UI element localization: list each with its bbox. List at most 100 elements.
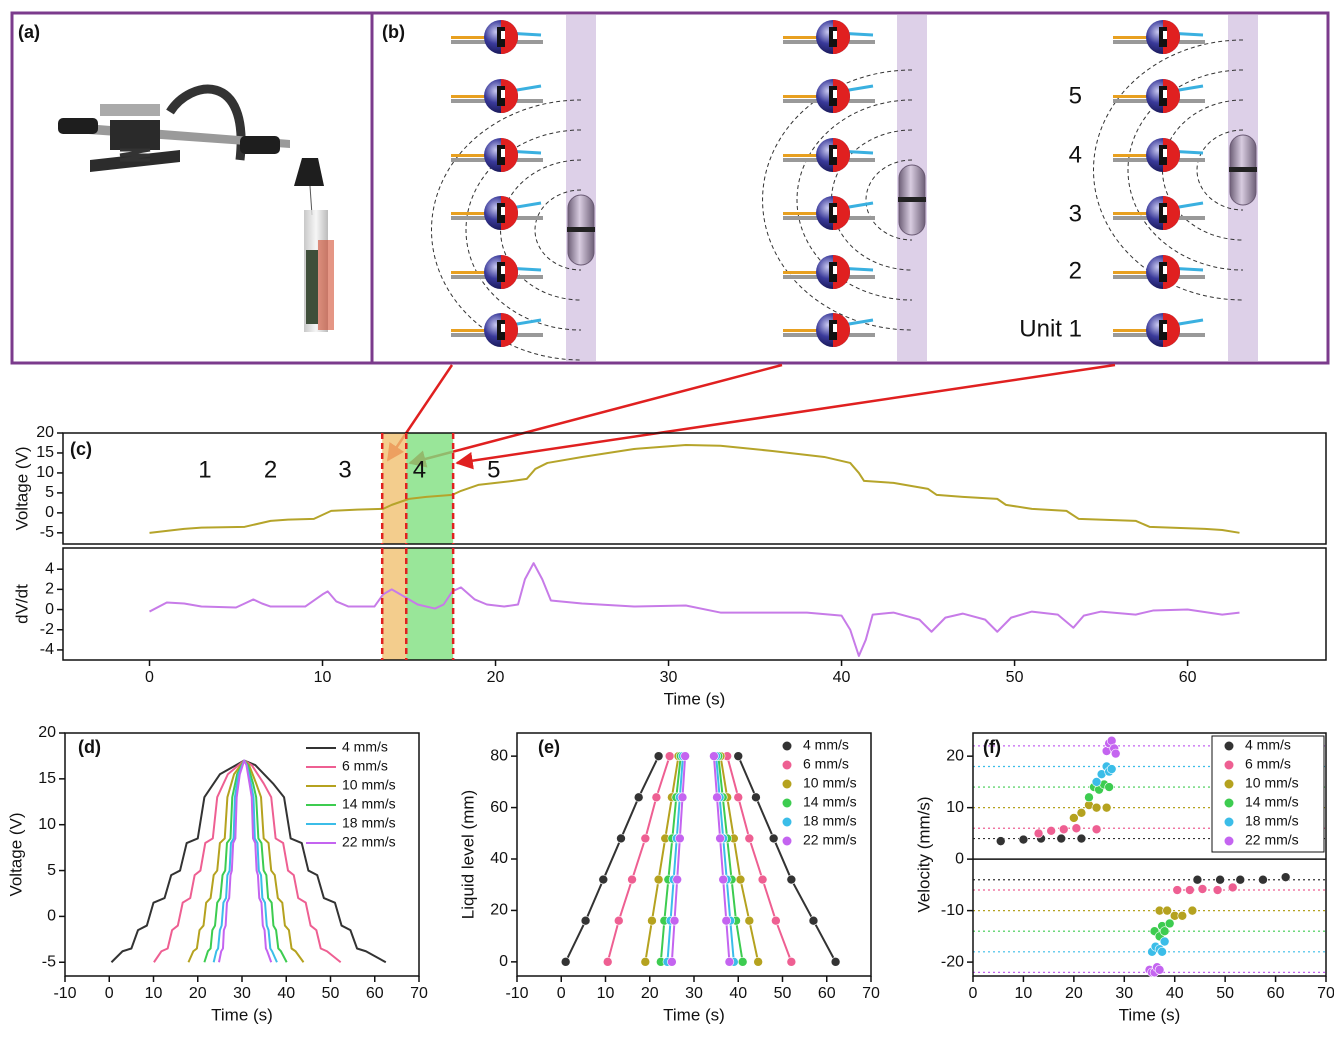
data-point <box>1056 833 1067 844</box>
magnet-pole <box>1163 20 1180 54</box>
magnet-core <box>501 149 505 157</box>
data-point <box>672 874 682 885</box>
electrode <box>783 36 819 39</box>
data-point <box>721 915 732 926</box>
magnet-pole <box>1163 255 1180 289</box>
unit-label: 2 <box>1069 257 1082 284</box>
data-point <box>1187 905 1198 916</box>
y-tick-label: -2 <box>40 621 54 638</box>
magnet-pole <box>501 255 518 289</box>
field-line <box>431 99 582 361</box>
y-tick-label: 20 <box>36 424 54 441</box>
field-line <box>1162 99 1244 241</box>
legend-swatch <box>782 779 792 789</box>
liquid <box>306 250 318 324</box>
data-point <box>1192 874 1203 885</box>
data-point <box>1018 834 1029 845</box>
legend-swatch <box>1224 798 1234 808</box>
magnet-pole <box>833 255 850 289</box>
y-tick-label: 4 <box>45 560 54 577</box>
x-tick-label: 0 <box>145 669 154 686</box>
y-tick-label: 5 <box>47 862 56 879</box>
substrate <box>849 275 875 279</box>
x-tick-label: 50 <box>774 985 792 1002</box>
electrode <box>451 329 487 332</box>
substrate <box>517 275 543 279</box>
y-tick-label: 20 <box>946 747 964 764</box>
data-point <box>1069 813 1079 823</box>
legend-frame <box>1211 735 1325 853</box>
substrate <box>1179 40 1205 44</box>
substrate <box>783 216 819 220</box>
x-tick-label: 10 <box>314 669 332 686</box>
substrate <box>517 216 543 220</box>
x-tick-label: 20 <box>487 669 505 686</box>
data-point <box>709 751 719 761</box>
annotation: 4 <box>413 456 426 483</box>
magnet-core <box>833 149 837 157</box>
x-tick-label: 20 <box>189 985 207 1002</box>
x-tick-label: 0 <box>969 985 978 1002</box>
electrode <box>1113 329 1149 332</box>
data-point <box>1177 910 1188 921</box>
magnet-pole <box>833 196 850 230</box>
y-tick-label: 40 <box>490 850 508 867</box>
y-axis-label: Liquid level (mm) <box>458 790 477 919</box>
electrode <box>783 95 819 98</box>
annotation: 2 <box>264 456 277 483</box>
panel-label: (d) <box>78 737 101 757</box>
substrate <box>1113 333 1149 337</box>
x-tick-label: 70 <box>862 985 880 1002</box>
end-cap <box>58 118 98 134</box>
x-tick-label: 10 <box>597 985 615 1002</box>
substrate <box>451 216 487 220</box>
data-point <box>715 833 725 844</box>
data-point <box>1235 874 1246 885</box>
substrate <box>783 275 819 279</box>
data-point <box>1258 874 1268 885</box>
data-point <box>1110 748 1121 759</box>
data-point <box>640 957 651 967</box>
magnet-pole <box>501 138 518 172</box>
magnet-core <box>1163 324 1167 332</box>
data-point <box>737 957 748 967</box>
data-line <box>644 755 760 963</box>
data-point <box>744 915 755 926</box>
substrate <box>517 40 543 44</box>
substrate <box>451 99 487 103</box>
data-point <box>1162 905 1172 916</box>
x-tick-label: 30 <box>685 985 703 1002</box>
field-line <box>865 159 913 241</box>
data-point <box>616 833 626 844</box>
data-point <box>1159 926 1170 937</box>
magnet-pole <box>833 79 850 113</box>
magnet-pole <box>833 20 850 54</box>
magnet-core <box>501 266 505 274</box>
electrode <box>783 271 819 274</box>
magnet-pole <box>501 20 518 54</box>
substrate <box>849 158 875 162</box>
x-axis-label: Time (s) <box>1119 1005 1181 1024</box>
electrode <box>1113 95 1149 98</box>
floating-core <box>567 227 595 232</box>
magnet-pole <box>1163 79 1180 113</box>
x-tick-label: 40 <box>729 985 747 1002</box>
panel-label: (e) <box>538 737 560 757</box>
y-tick-label: 15 <box>38 770 56 787</box>
data-point <box>753 957 763 967</box>
x-tick-label: 60 <box>818 985 836 1002</box>
magnet-core <box>1163 207 1167 215</box>
data-point <box>1280 872 1291 882</box>
data-point <box>1157 947 1167 957</box>
data-point <box>724 957 735 967</box>
panel-b-art <box>431 15 1258 361</box>
legend-label: 6 mm/s <box>342 758 388 774</box>
y-tick-label: 80 <box>490 747 508 764</box>
electrode <box>783 329 819 332</box>
y-tick-label: 2 <box>45 581 54 598</box>
unit-label: 3 <box>1069 200 1082 227</box>
legend-label: 14 mm/s <box>342 796 396 812</box>
x-tick-label: 10 <box>145 985 163 1002</box>
y-axis-label: Voltage (V) <box>12 446 31 530</box>
